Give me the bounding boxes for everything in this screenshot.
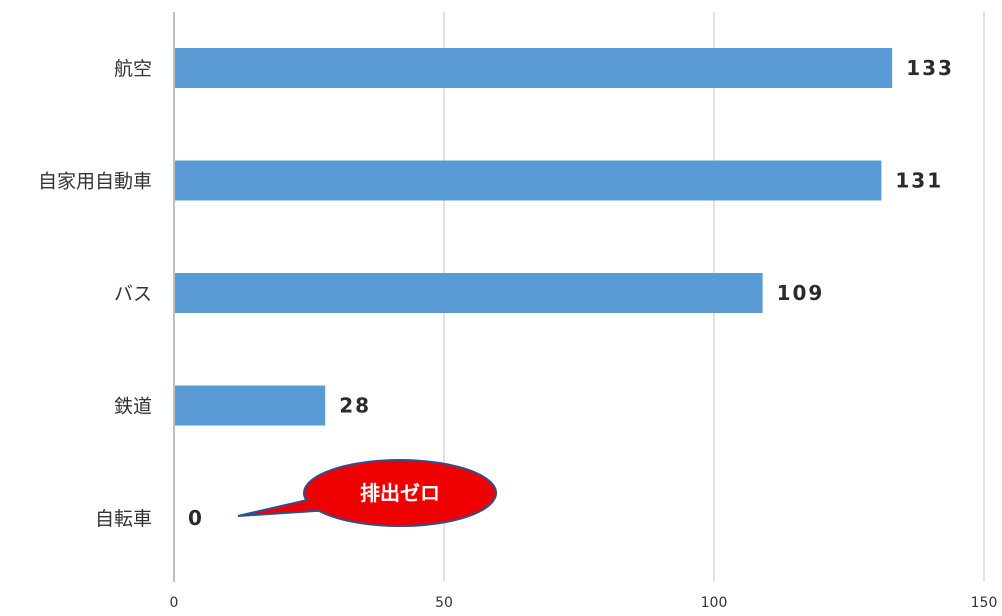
value-label: 131 [895, 169, 943, 193]
category-label: 鉄道 [114, 396, 152, 418]
value-label: 0 [188, 506, 204, 530]
category-label: 自家用自動車 [38, 171, 152, 193]
x-tick-label: 50 [435, 595, 453, 611]
category-label: 自転車 [95, 508, 152, 530]
bar-layer [175, 48, 893, 426]
value-label: 109 [777, 281, 825, 305]
label-layer: 0 50 100 150 航空 133 自家用自動車 131 バス 109 鉄道 28 自転車 0 [38, 56, 997, 611]
x-tick-label: 100 [701, 595, 728, 611]
x-tick-label: 0 [170, 595, 179, 611]
category-label: 航空 [114, 58, 152, 80]
callout-shape [237, 459, 497, 528]
value-label: 133 [906, 56, 954, 80]
callout: 排出ゼロ [237, 459, 497, 528]
bar [175, 160, 882, 201]
value-label: 28 [339, 394, 371, 418]
callout-text: 排出ゼロ [360, 481, 440, 505]
bar [175, 385, 326, 426]
bar [175, 273, 763, 313]
x-tick-label: 150 [971, 595, 998, 611]
category-label: バス [114, 283, 152, 305]
bar [175, 48, 893, 88]
